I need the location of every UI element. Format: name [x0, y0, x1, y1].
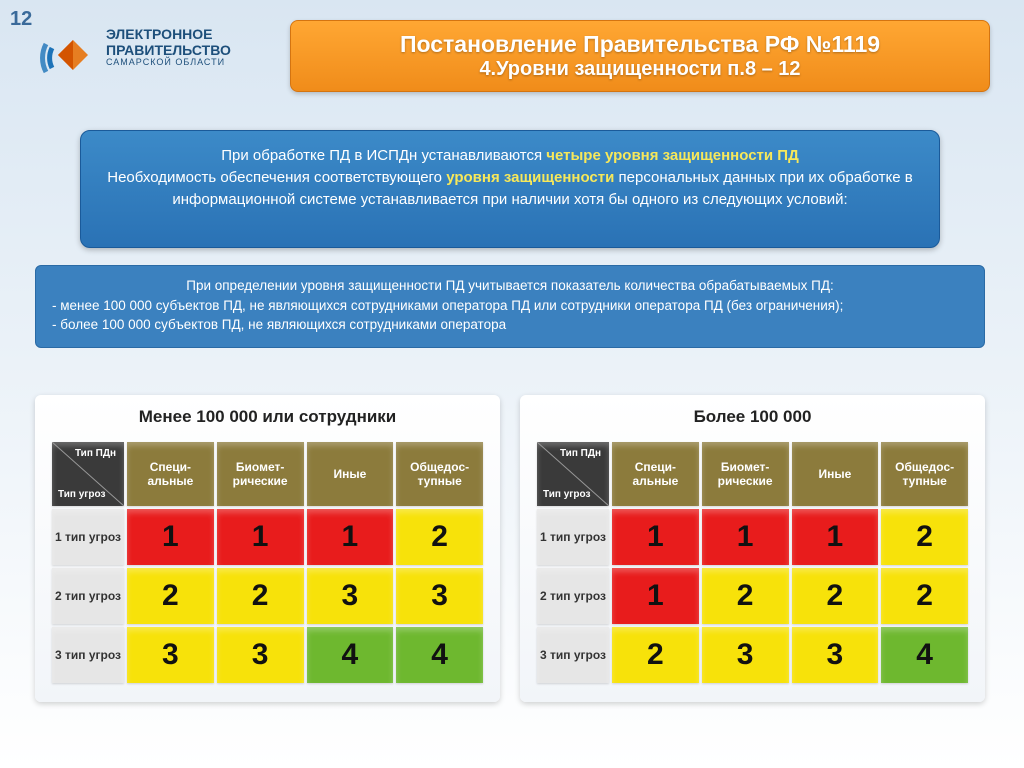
- matrix-cell: 2: [881, 509, 968, 565]
- matrix-cell: 1: [217, 509, 304, 565]
- table-right-title: Более 100 000: [534, 407, 971, 427]
- matrix-col-header: Общедос-тупные: [396, 442, 483, 506]
- matrix-row-header: 1 тип угроз: [52, 509, 124, 565]
- matrix-cell: 2: [396, 509, 483, 565]
- criteria-lead: При определении уровня защищенности ПД у…: [52, 276, 968, 296]
- matrix-left: Тип ПДнТип угрозСпеци-альныеБиомет-ричес…: [49, 439, 486, 686]
- matrix-cell: 1: [612, 509, 699, 565]
- table-panel-left: Менее 100 000 или сотрудники Тип ПДнТип …: [35, 395, 500, 702]
- matrix-corner: Тип ПДнТип угроз: [52, 442, 124, 506]
- logo-text: ЭЛЕКТРОННОЕ ПРАВИТЕЛЬСТВО САМАРСКОЙ ОБЛА…: [106, 27, 231, 68]
- matrix-cell: 1: [702, 509, 789, 565]
- matrix-cell: 2: [127, 568, 214, 624]
- matrix-col-header: Биомет-рические: [702, 442, 789, 506]
- matrix-corner: Тип ПДнТип угроз: [537, 442, 609, 506]
- matrix-col-header: Общедос-тупные: [881, 442, 968, 506]
- logo-line3: САМАРСКОЙ ОБЛАСТИ: [106, 58, 231, 68]
- title-line1: Постановление Правительства РФ №1119: [400, 31, 880, 58]
- info-prefix: При обработке ПД в ИСПДн устанавливаются: [221, 147, 546, 164]
- matrix-cell: 2: [612, 627, 699, 683]
- matrix-row-header: 3 тип угроз: [537, 627, 609, 683]
- logo-line1: ЭЛЕКТРОННОЕ: [106, 27, 231, 42]
- page-number: 12: [10, 8, 32, 31]
- matrix-cell: 1: [792, 509, 879, 565]
- logo-icon: [38, 20, 98, 75]
- criteria-bullet-1: - менее 100 000 субъектов ПД, не являющи…: [52, 296, 968, 316]
- matrix-cell: 1: [612, 568, 699, 624]
- matrix-cell: 2: [881, 568, 968, 624]
- criteria-bullet-2: - более 100 000 субъектов ПД, не являющи…: [52, 315, 968, 335]
- matrix-cell: 3: [127, 627, 214, 683]
- matrix-cell: 4: [881, 627, 968, 683]
- matrix-col-header: Специ-альные: [127, 442, 214, 506]
- info-mid: Необходимость обеспечения соответствующе…: [107, 169, 446, 186]
- logo-line2: ПРАВИТЕЛЬСТВО: [106, 43, 231, 58]
- matrix-cell: 3: [702, 627, 789, 683]
- matrix-col-header: Иные: [792, 442, 879, 506]
- matrix-cell: 3: [396, 568, 483, 624]
- matrix-cell: 1: [127, 509, 214, 565]
- logo: ЭЛЕКТРОННОЕ ПРАВИТЕЛЬСТВО САМАРСКОЙ ОБЛА…: [38, 20, 231, 75]
- matrix-row-header: 2 тип угроз: [52, 568, 124, 624]
- matrix-cell: 2: [792, 568, 879, 624]
- info-highlight1: четыре уровня защищенности ПД: [546, 147, 798, 164]
- matrix-row-header: 3 тип угроз: [52, 627, 124, 683]
- matrix-row-header: 2 тип угроз: [537, 568, 609, 624]
- title-bar: Постановление Правительства РФ №1119 4.У…: [290, 20, 990, 92]
- matrix-col-header: Иные: [307, 442, 394, 506]
- matrix-cell: 3: [792, 627, 879, 683]
- info-highlight2: уровня защищенности: [446, 169, 614, 186]
- table-panel-right: Более 100 000 Тип ПДнТип угрозСпеци-альн…: [520, 395, 985, 702]
- tables-row: Менее 100 000 или сотрудники Тип ПДнТип …: [35, 395, 985, 702]
- matrix-cell: 2: [702, 568, 789, 624]
- matrix-cell: 1: [307, 509, 394, 565]
- matrix-cell: 4: [396, 627, 483, 683]
- info-box: При обработке ПД в ИСПДн устанавливаются…: [80, 130, 940, 248]
- matrix-cell: 3: [217, 627, 304, 683]
- table-left-title: Менее 100 000 или сотрудники: [49, 407, 486, 427]
- matrix-right: Тип ПДнТип угрозСпеци-альныеБиомет-ричес…: [534, 439, 971, 686]
- matrix-cell: 2: [217, 568, 304, 624]
- title-line2: 4.Уровни защищенности п.8 – 12: [479, 58, 800, 81]
- criteria-box: При определении уровня защищенности ПД у…: [35, 265, 985, 348]
- matrix-col-header: Специ-альные: [612, 442, 699, 506]
- matrix-row-header: 1 тип угроз: [537, 509, 609, 565]
- matrix-cell: 3: [307, 568, 394, 624]
- matrix-cell: 4: [307, 627, 394, 683]
- matrix-col-header: Биомет-рические: [217, 442, 304, 506]
